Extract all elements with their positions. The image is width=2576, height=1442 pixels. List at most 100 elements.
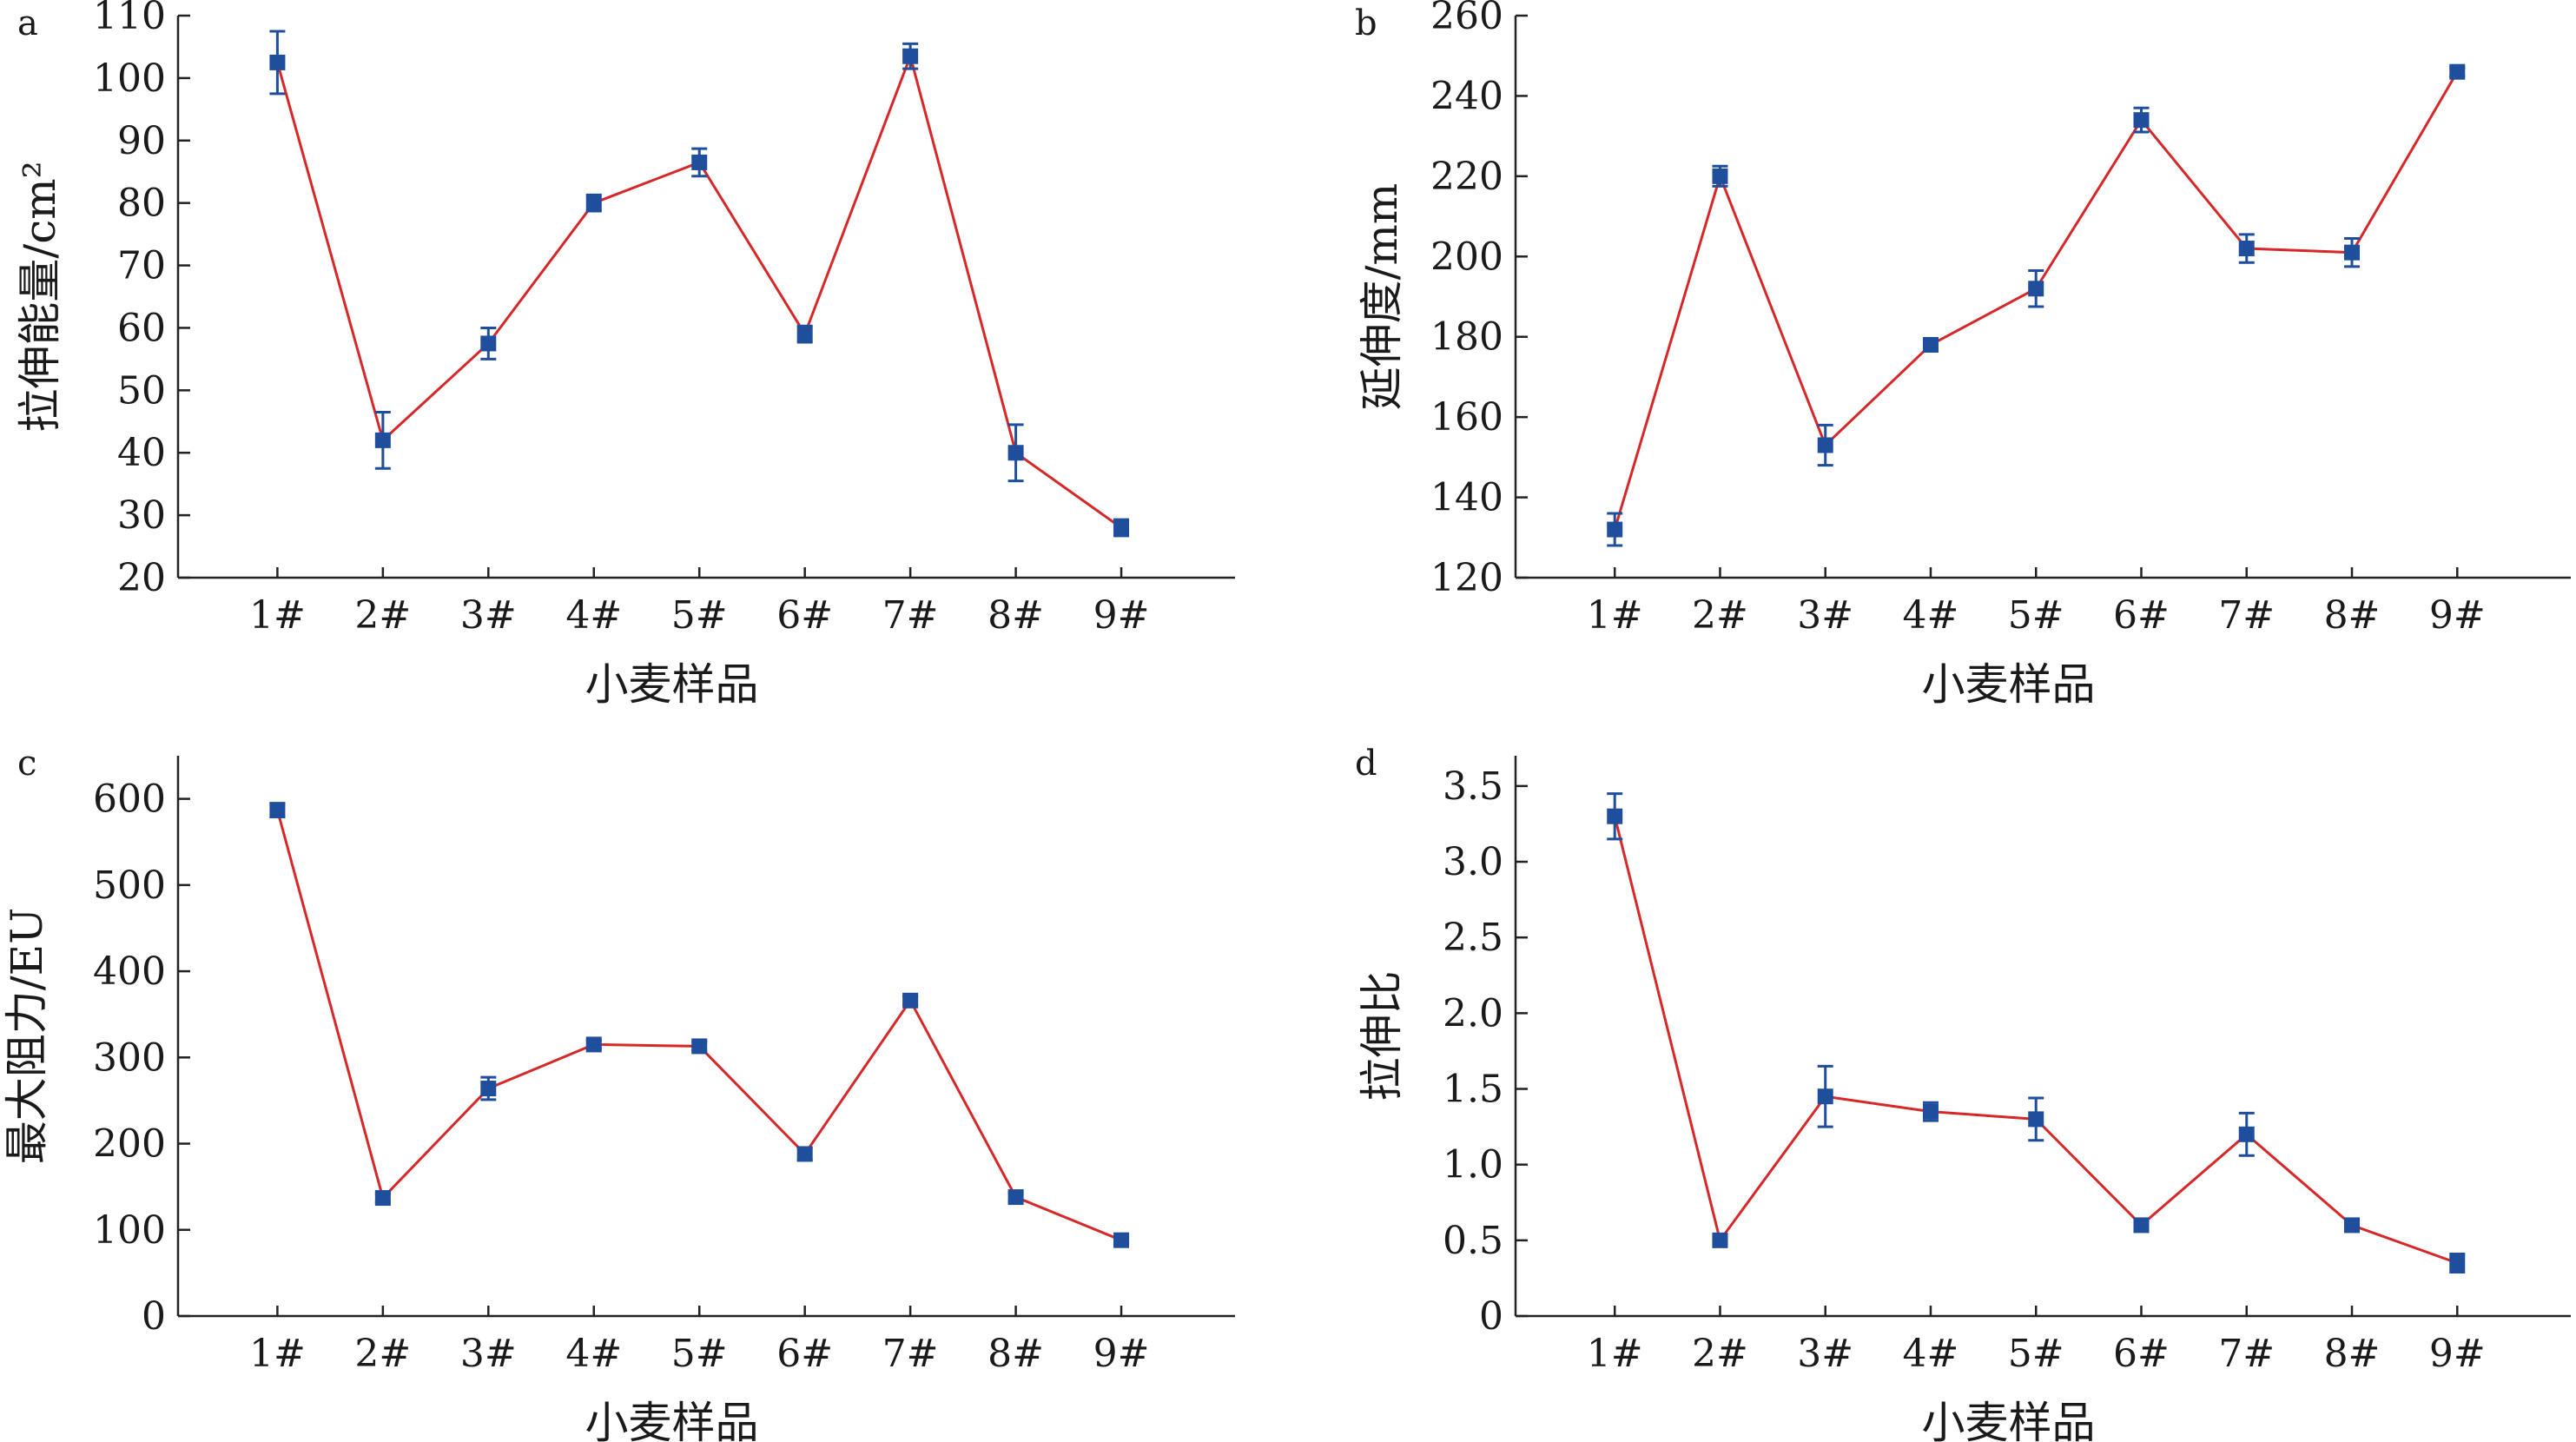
data-point: [2133, 112, 2150, 129]
data-point: [1607, 808, 1623, 824]
data-point: [1007, 1189, 1024, 1206]
data-point: [585, 1036, 602, 1053]
data-point: [2344, 1217, 2361, 1234]
x-tick-label: 8#: [987, 593, 1044, 638]
x-tick-label: 3#: [1797, 593, 1853, 638]
y-tick-label: 140: [1430, 476, 1503, 520]
x-tick-label: 6#: [776, 593, 833, 638]
x-tick-label: 5#: [671, 593, 728, 638]
y-tick-label: 200: [93, 1122, 166, 1167]
y-tick-label: 100: [93, 56, 166, 101]
data-point: [691, 154, 708, 170]
x-tick-label: 7#: [882, 593, 939, 638]
data-point: [2449, 63, 2466, 80]
x-tick-label: 2#: [1692, 593, 1748, 638]
y-tick-label: 160: [1430, 395, 1503, 440]
y-axis-title: 延伸度/mm: [1357, 183, 1407, 411]
data-point: [902, 992, 919, 1009]
y-tick-label: 100: [93, 1208, 166, 1253]
x-tick-label: 1#: [249, 1332, 306, 1376]
y-tick-label: 20: [117, 556, 166, 600]
y-tick-label: 600: [93, 777, 166, 822]
data-point: [1007, 445, 1024, 461]
series-line: [275, 810, 1122, 1242]
chart-panel-d: d 0 0.5 1.0 1.5 2.0 2.5 3.0 3.5 1# 2# 3# 4# 5# 6# 7# 8# 9…: [1355, 744, 2571, 1442]
x-tick-label: 4#: [565, 1332, 622, 1376]
x-tick-label: 5#: [2008, 593, 2064, 638]
data-point: [691, 1038, 708, 1055]
data-point: [796, 1146, 813, 1162]
data-point: [2449, 1254, 2466, 1271]
y-tick-label: 500: [93, 863, 166, 908]
y-tick-label: 1.5: [1443, 1068, 1503, 1112]
x-tick-label: 3#: [460, 593, 517, 638]
data-point: [1113, 1232, 1130, 1248]
chart-panel-c: c 0 100 200 300 400 500 600 1# 2# 3# 4# 5# 6# 7# 8# 9# 小麦…: [2, 744, 1235, 1442]
series-line: [275, 51, 1122, 529]
y-axis-title: 最大阻力/EU: [2, 908, 52, 1164]
y-tick-label: 300: [93, 1035, 166, 1080]
y-tick-label: 2.5: [1443, 916, 1503, 960]
x-tick-label: 8#: [2324, 593, 2381, 638]
x-tick-label: 6#: [2113, 593, 2170, 638]
y-tick-label: 3.5: [1443, 764, 1503, 809]
y-tick-label: 50: [117, 368, 166, 413]
x-tick-label: 2#: [354, 1332, 411, 1376]
data-point: [2238, 241, 2255, 257]
chart-panel-a: a 20 30 40 50 60 70 80 90 100 110 1# 2# 3# 4# 5# 6# 7# 8# 9…: [15, 0, 1235, 710]
x-tick-label: 2#: [1692, 1332, 1748, 1376]
data-point: [2133, 1217, 2150, 1234]
panel-label: c: [17, 744, 36, 784]
x-tick-label: 5#: [671, 1332, 728, 1376]
y-tick-label: 180: [1430, 315, 1503, 360]
data-point: [1712, 1232, 1728, 1248]
series-line: [1613, 816, 2458, 1265]
y-tick-label: 400: [93, 949, 166, 994]
x-tick-label: 7#: [2218, 1332, 2275, 1376]
x-tick-label: 6#: [2113, 1332, 2170, 1376]
x-tick-label: 1#: [1587, 593, 1643, 638]
y-tick-label: 0: [142, 1294, 166, 1339]
data-point: [1922, 336, 1939, 353]
y-tick-label: 260: [1430, 0, 1503, 38]
y-tick-label: 3.0: [1443, 840, 1503, 884]
y-tick-label: 40: [117, 431, 166, 475]
y-tick-label: 200: [1430, 235, 1503, 279]
data-point: [1817, 1088, 1833, 1105]
x-tick-label: 6#: [776, 1332, 833, 1376]
y-tick-label: 240: [1430, 74, 1503, 118]
x-tick-label: 4#: [1903, 593, 1959, 638]
x-tick-label: 9#: [2429, 1332, 2486, 1376]
data-point: [2028, 281, 2044, 297]
y-tick-label: 60: [117, 306, 166, 350]
y-tick-label: 90: [117, 119, 166, 163]
x-tick-label: 2#: [354, 593, 411, 638]
data-point: [1817, 437, 1833, 453]
x-tick-label: 1#: [1587, 1332, 1643, 1376]
chart-panel-b: b 120 140 160 180 200 220 240 260 1# 2# 3# 4# 5# 6# 7# 8…: [1355, 0, 2571, 710]
x-tick-label: 7#: [2218, 593, 2275, 638]
y-tick-label: 30: [117, 493, 166, 538]
x-tick-label: 4#: [1903, 1332, 1959, 1376]
x-axis-title: 小麦样品: [1922, 659, 2096, 710]
y-tick-label: 0: [1479, 1294, 1503, 1339]
y-tick-label: 1.0: [1443, 1143, 1503, 1187]
y-axis-title: 拉伸能量/cm²: [15, 161, 65, 432]
x-tick-label: 9#: [2429, 593, 2486, 638]
data-point: [1922, 1103, 1939, 1120]
data-point: [480, 1081, 497, 1097]
x-tick-label: 1#: [249, 593, 306, 638]
data-point: [1607, 521, 1623, 538]
data-point: [796, 326, 813, 342]
y-tick-label: 120: [1430, 556, 1503, 600]
data-point: [480, 335, 497, 352]
x-tick-label: 8#: [2324, 1332, 2381, 1376]
x-axis-title: 小麦样品: [585, 1398, 759, 1442]
y-tick-label: 220: [1430, 155, 1503, 199]
data-point: [2344, 244, 2361, 261]
data-point: [269, 802, 286, 818]
x-axis-title: 小麦样品: [1922, 1398, 2096, 1442]
y-axis-title: 拉伸比: [1357, 971, 1407, 1101]
y-tick-label: 2.0: [1443, 991, 1503, 1035]
x-tick-label: 4#: [565, 593, 622, 638]
